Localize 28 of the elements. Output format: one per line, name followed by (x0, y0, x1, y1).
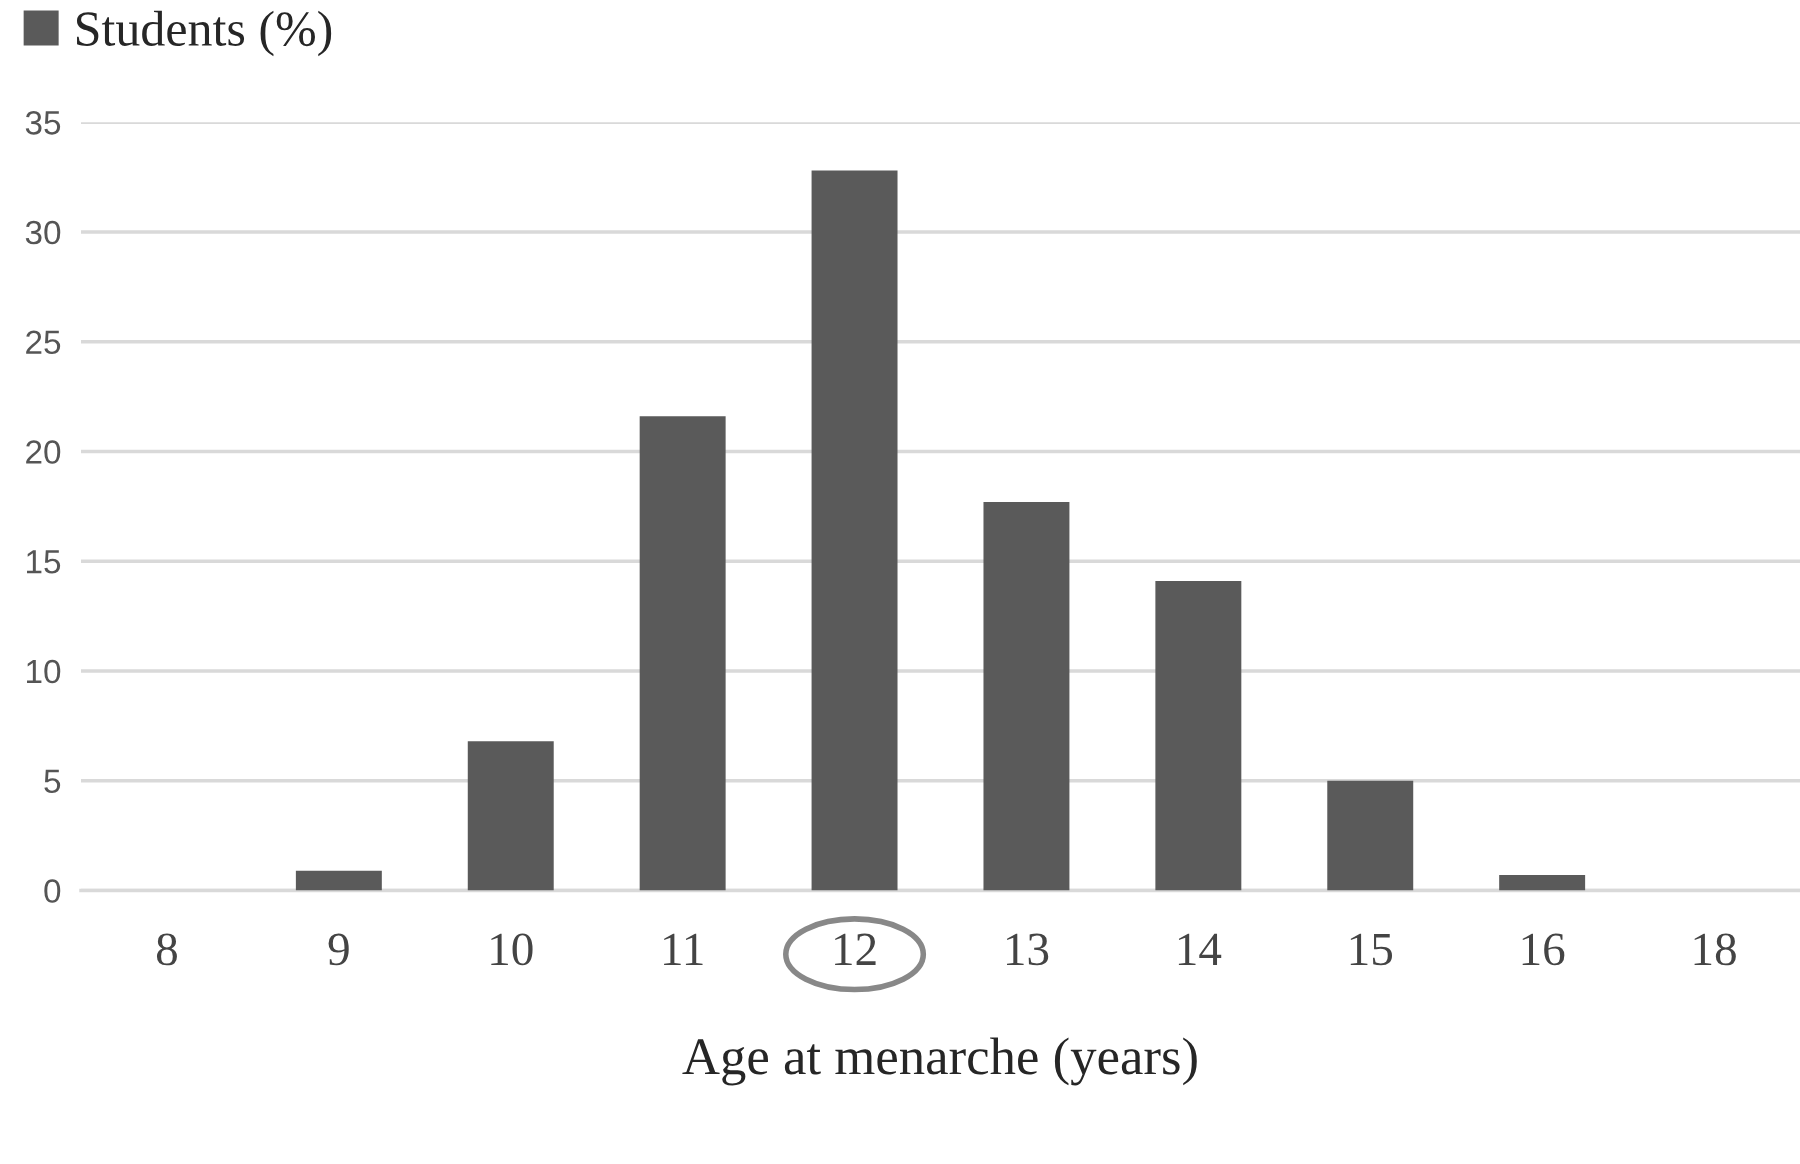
x-tick-label: 12 (835, 933, 876, 965)
legend-label: Students (%) (76, 10, 332, 57)
bar (811, 170, 898, 891)
x-tick-label: 14 (1178, 933, 1222, 965)
x-tick-label: 11 (664, 933, 703, 965)
x-tick-label: 13 (1006, 933, 1049, 966)
bar (1327, 780, 1414, 891)
bar (295, 870, 382, 891)
y-tick-label: 15 (27, 550, 61, 574)
bar (983, 501, 1070, 891)
bar (1155, 580, 1242, 891)
bar (467, 741, 554, 891)
y-tick-label: 10 (27, 659, 61, 684)
y-tick-label: 35 (25, 111, 61, 135)
x-tick-label: 16 (1522, 933, 1565, 966)
x-axis-title: Age at menarche (years) (682, 1037, 1197, 1086)
y-tick-label: 30 (25, 220, 61, 245)
x-tick-label: 9 (328, 933, 349, 966)
x-tick-label: 10 (491, 933, 533, 966)
y-tick-label: 0 (44, 879, 61, 903)
x-tick-label: 15 (1350, 933, 1393, 966)
bar (639, 416, 726, 891)
y-tick-label: 20 (26, 440, 61, 464)
y-tick-label: 25 (26, 330, 61, 355)
x-tick-label: 18 (1694, 933, 1736, 966)
bar (1499, 875, 1586, 891)
y-tick-label: 5 (44, 769, 61, 794)
x-tick-label: 8 (156, 933, 177, 966)
